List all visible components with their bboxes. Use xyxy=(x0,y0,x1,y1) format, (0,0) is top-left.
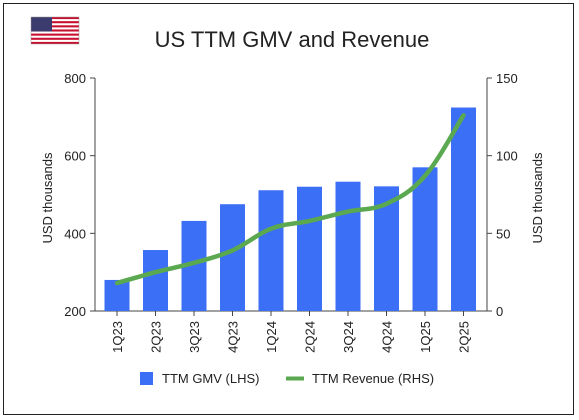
x-tick-label: 2Q24 xyxy=(303,321,318,353)
right-axis-label: USD thousands xyxy=(530,152,545,244)
left-tick-label: 600 xyxy=(64,149,86,164)
gmv-bar-2q24 xyxy=(297,186,322,311)
left-tick-label: 400 xyxy=(64,226,86,241)
gmv-bar-1q25 xyxy=(412,167,438,311)
x-tick-label: 1Q24 xyxy=(264,321,279,353)
x-tick-label: 4Q23 xyxy=(226,321,241,353)
legend-label-gmv: TTM GMV (LHS) xyxy=(162,371,260,386)
gmv-bar-2q25 xyxy=(451,107,476,311)
right-tick-label: 100 xyxy=(496,149,518,164)
right-tick-label: 50 xyxy=(496,226,510,241)
us-flag-icon xyxy=(30,16,80,45)
left-axis-ticks: 200 400 600 800 xyxy=(64,71,95,319)
right-tick-label: 0 xyxy=(496,304,503,319)
gmv-bar-2q23 xyxy=(143,250,168,311)
x-axis-ticks: 1Q23 2Q23 3Q23 4Q23 1Q24 2Q24 3Q24 4Q24 1Q25 2Q25 xyxy=(110,311,472,353)
x-tick-label: 3Q24 xyxy=(341,321,356,353)
x-tick-label: 4Q24 xyxy=(380,321,395,353)
x-tick-label: 1Q25 xyxy=(418,321,433,353)
left-tick-label: 200 xyxy=(64,304,86,319)
gmv-bar-1q24 xyxy=(258,190,284,311)
x-tick-label: 2Q25 xyxy=(457,321,472,353)
legend-label-revenue: TTM Revenue (RHS) xyxy=(312,371,434,386)
legend: TTM GMV (LHS) TTM Revenue (RHS) xyxy=(140,371,434,386)
right-tick-label: 150 xyxy=(496,71,518,86)
x-tick-label: 1Q23 xyxy=(110,321,125,353)
x-tick-label: 3Q23 xyxy=(187,321,202,353)
gmv-bar-3q24 xyxy=(335,181,361,311)
x-tick-label: 2Q23 xyxy=(149,321,164,353)
gmv-bars xyxy=(104,107,476,311)
revenue-line-layer xyxy=(114,113,466,286)
revenue-line xyxy=(114,113,466,286)
chart-title: US TTM GMV and Revenue xyxy=(155,27,430,52)
left-axis-label: USD thousands xyxy=(40,152,55,244)
right-axis-ticks: 0 50 100 150 xyxy=(487,71,518,319)
legend-swatch-gmv xyxy=(140,372,153,385)
gmv-bar-4q23 xyxy=(220,204,245,311)
chart-frame xyxy=(3,3,574,415)
left-tick-label: 800 xyxy=(64,71,86,86)
